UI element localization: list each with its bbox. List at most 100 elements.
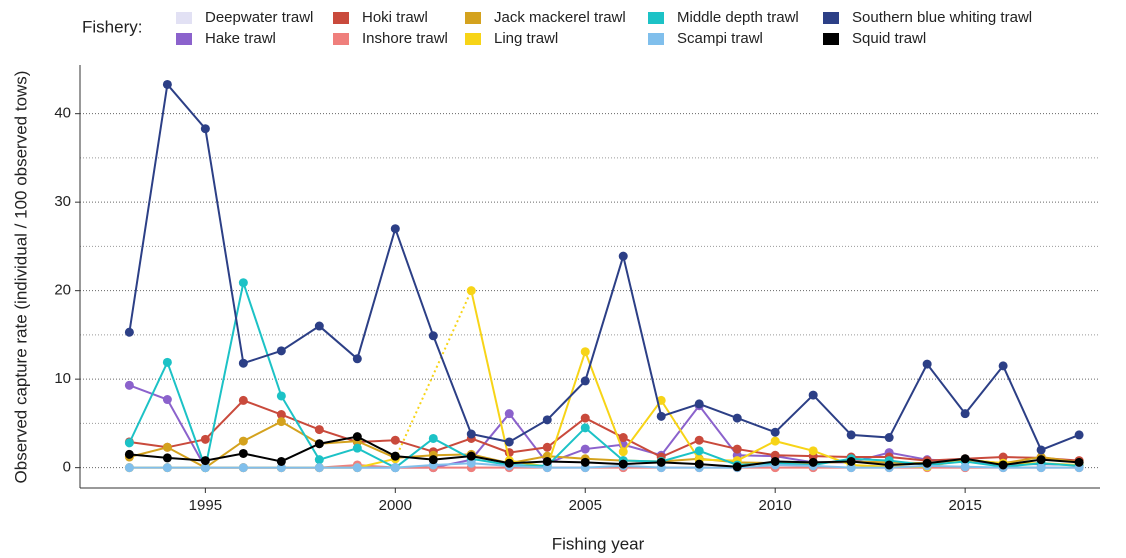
- data-point: [314, 463, 324, 473]
- legend-key: [333, 12, 349, 24]
- legend-label: Middle depth trawl: [677, 9, 799, 26]
- data-point: [580, 347, 590, 357]
- data-point: [770, 450, 780, 460]
- data-point: [276, 410, 286, 420]
- data-point: [998, 460, 1008, 470]
- x-tick-label: 1995: [189, 497, 222, 514]
- x-tick-label: 2000: [379, 497, 412, 514]
- data-point: [124, 463, 134, 473]
- data-point: [542, 463, 552, 473]
- data-point: [314, 439, 324, 449]
- series-line: [129, 462, 1080, 469]
- data-point: [922, 458, 932, 468]
- y-tick-label: 0: [63, 459, 71, 476]
- data-point: [162, 463, 172, 473]
- data-point: [732, 413, 742, 423]
- x-tick-label: 2010: [759, 497, 792, 514]
- data-point: [390, 451, 400, 461]
- legend-label: Hake trawl: [205, 30, 276, 47]
- data-point: [960, 462, 970, 472]
- data-point: [1036, 445, 1046, 455]
- data-point: [390, 224, 400, 234]
- x-tick-label: 2005: [569, 497, 602, 514]
- data-point: [580, 444, 590, 454]
- x-tick-label: 2015: [948, 497, 981, 514]
- data-point: [732, 444, 742, 454]
- data-point: [428, 331, 438, 341]
- legend-key: [176, 12, 192, 24]
- data-point: [1036, 463, 1046, 473]
- data-point: [162, 79, 172, 89]
- data-point: [580, 423, 590, 433]
- data-point: [276, 391, 286, 401]
- y-axis-title: Observed capture rate (individual / 100 …: [11, 71, 30, 484]
- y-tick-label: 10: [54, 370, 71, 387]
- data-point: [466, 458, 476, 468]
- data-point: [846, 456, 856, 466]
- data-point: [276, 456, 286, 466]
- series-line: [128, 82, 1080, 452]
- data-point: [884, 433, 894, 443]
- data-point: [352, 443, 362, 453]
- data-point: [1036, 455, 1046, 465]
- data-point: [542, 415, 552, 425]
- data-point: [618, 459, 628, 469]
- data-point: [124, 327, 134, 337]
- data-point: [808, 390, 818, 400]
- data-point: [732, 462, 742, 472]
- data-point: [162, 395, 172, 405]
- data-point: [124, 380, 134, 390]
- data-point: [580, 457, 590, 467]
- legend-label: Scampi trawl: [677, 30, 763, 47]
- data-point: [276, 346, 286, 356]
- legend-key: [465, 12, 481, 24]
- legend-key: [465, 33, 481, 45]
- data-point: [504, 458, 514, 468]
- data-point: [390, 435, 400, 445]
- data-point: [808, 446, 818, 456]
- data-point: [238, 278, 248, 288]
- data-point: [998, 361, 1008, 371]
- data-point: [960, 454, 970, 464]
- data-point: [352, 354, 362, 364]
- data-point: [314, 321, 324, 331]
- data-point: [466, 451, 476, 461]
- data-point: [276, 463, 286, 473]
- data-point: [656, 411, 666, 421]
- data-point: [276, 417, 286, 427]
- data-point: [998, 452, 1008, 462]
- data-point: [1074, 430, 1084, 440]
- data-point: [884, 460, 894, 470]
- data-point: [580, 413, 590, 423]
- data-point: [504, 409, 514, 419]
- data-point: [200, 124, 210, 134]
- legend-key: [648, 33, 664, 45]
- data-point: [846, 463, 856, 473]
- legend-key: [333, 33, 349, 45]
- legend-label: Squid trawl: [852, 30, 926, 47]
- data-point: [390, 463, 400, 473]
- data-point: [352, 432, 362, 442]
- data-point: [314, 425, 324, 435]
- data-point: [618, 251, 628, 261]
- legend-label: Inshore trawl: [362, 30, 448, 47]
- data-point: [618, 447, 628, 457]
- data-point: [694, 399, 704, 409]
- data-point: [200, 456, 210, 466]
- y-tick-label: 20: [54, 282, 71, 299]
- data-point: [580, 376, 590, 386]
- data-point: [162, 453, 172, 463]
- data-point: [162, 442, 172, 452]
- data-point: [428, 455, 438, 465]
- legend-key: [823, 33, 839, 45]
- y-tick-label: 30: [54, 193, 71, 210]
- legend-label: Jack mackerel trawl: [494, 9, 626, 26]
- data-point: [124, 438, 134, 448]
- data-point: [428, 433, 438, 443]
- data-point: [238, 463, 248, 473]
- data-point: [238, 358, 248, 368]
- legend-key: [823, 12, 839, 24]
- data-point: [694, 435, 704, 445]
- data-point: [770, 456, 780, 466]
